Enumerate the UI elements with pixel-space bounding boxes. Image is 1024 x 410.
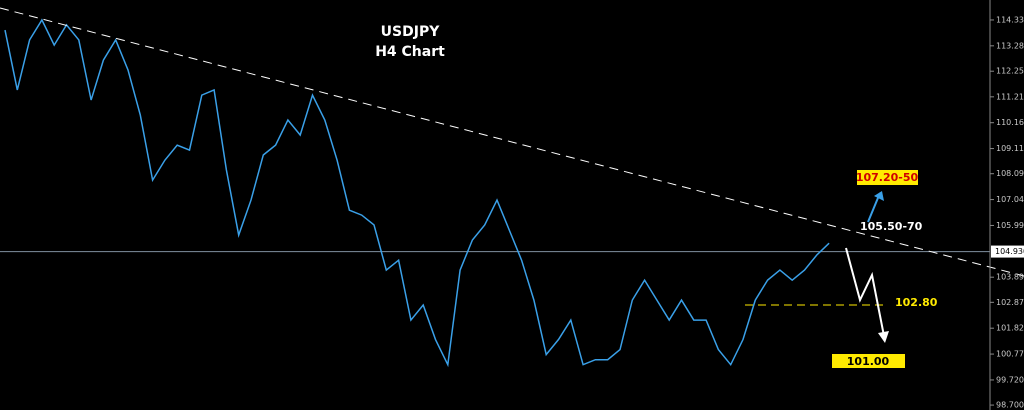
support-label: 102.80 xyxy=(895,296,938,309)
y-tick-label: 102.870 xyxy=(996,298,1024,307)
target-down: 101.00 xyxy=(847,355,890,368)
resistance-label: 105.50-70 xyxy=(860,220,923,233)
y-tick-label: 112.250 xyxy=(996,67,1024,76)
y-tick-label: 98.700 xyxy=(996,401,1024,410)
y-tick-label: 105.990 xyxy=(996,221,1024,230)
y-tick-label: 103.890 xyxy=(996,273,1024,282)
arrow-down xyxy=(845,247,885,337)
chart-title: USDJPY xyxy=(381,24,441,40)
chart-subtitle: H4 Chart xyxy=(375,44,445,60)
trend-line xyxy=(0,7,1024,277)
y-tick-label: 110.160 xyxy=(996,118,1024,127)
current-price-box xyxy=(991,245,1024,258)
arrow-down-head xyxy=(878,331,889,343)
current-price-label: 104.930 xyxy=(995,247,1024,256)
y-tick-label: 113.280 xyxy=(996,41,1024,50)
y-tick-label: 109.110 xyxy=(996,144,1024,153)
y-tick-label: 100.770 xyxy=(996,350,1024,359)
y-tick-label: 108.090 xyxy=(996,169,1024,178)
y-tick-label: 99.720 xyxy=(996,375,1024,384)
target-up: 107.20-50 xyxy=(856,171,919,184)
y-tick-label: 107.040 xyxy=(996,195,1024,204)
y-tick-label: 111.210 xyxy=(996,92,1024,101)
target-box xyxy=(857,170,918,185)
arrow-up-head xyxy=(874,191,884,201)
target-box xyxy=(832,354,905,368)
price-line xyxy=(4,18,830,368)
y-tick-label: 114.330 xyxy=(996,15,1024,24)
y-tick-label: 101.820 xyxy=(996,324,1024,333)
